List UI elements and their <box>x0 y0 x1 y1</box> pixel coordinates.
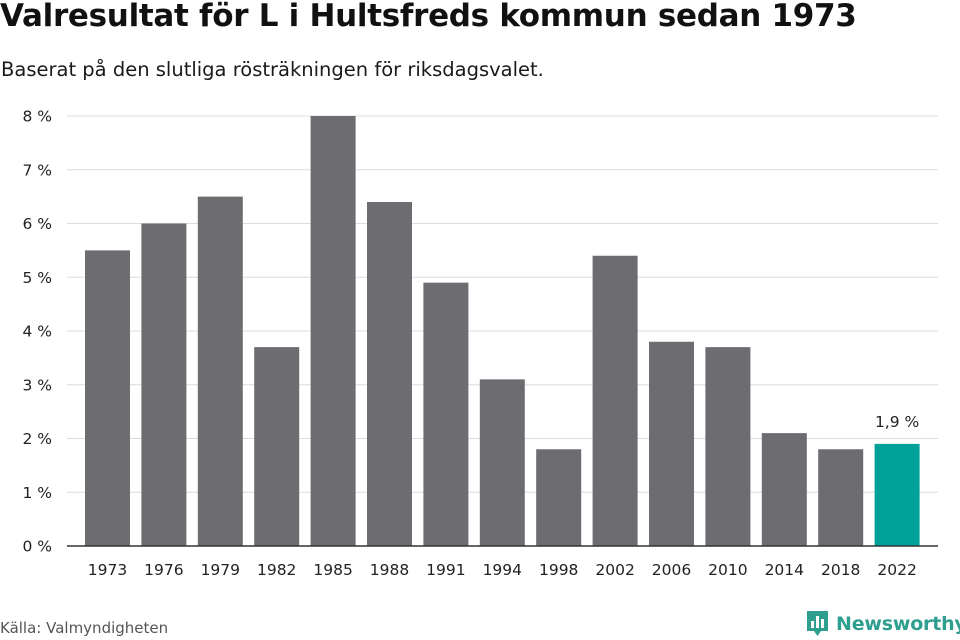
bar-1988 <box>367 202 412 546</box>
x-tick-label: 1994 <box>483 561 522 579</box>
bar-1982 <box>254 347 300 546</box>
chart-title: Valresultat för L i Hultsfreds kommun se… <box>0 0 857 34</box>
y-tick-label: 7 % <box>22 161 52 179</box>
y-tick-label: 2 % <box>22 430 52 448</box>
chart-subtitle: Baserat på den slutliga rösträkningen fö… <box>1 58 544 81</box>
x-tick-label: 1998 <box>539 561 578 579</box>
y-tick-label: 4 % <box>22 323 52 341</box>
bar-1973 <box>85 250 130 546</box>
bar-2018 <box>818 449 864 546</box>
bar-1994 <box>479 379 525 546</box>
bar-1991 <box>423 282 469 546</box>
x-tick-label: 2006 <box>652 561 691 579</box>
x-tick-label: 2014 <box>765 561 804 579</box>
data-label: 1,9 % <box>875 413 919 431</box>
y-tick-label: 3 % <box>22 376 52 394</box>
x-tick-label: 2018 <box>821 561 860 579</box>
y-axis-ticks: 0 % 1 % 2 % 3 % 4 % 5 % 6 % 7 % 8 % <box>22 108 52 556</box>
y-tick-label: 0 % <box>22 538 52 556</box>
source-note: Källa: Valmyndigheten <box>0 619 169 637</box>
y-tick-label: 5 % <box>22 269 52 287</box>
bar-1976 <box>141 223 187 546</box>
x-tick-label: 2010 <box>708 561 747 579</box>
bar-2002 <box>592 255 638 546</box>
bar-chart: 0 % 1 % 2 % 3 % 4 % 5 % 6 % 7 % 8 % 1973 1976 1979… <box>22 108 938 579</box>
bar-2006 <box>649 341 694 546</box>
x-axis-ticks: 1973 1976 1979 1982 1985 1988 1991 1994 1998 2002… <box>88 561 917 579</box>
data-labels: 1,9 % <box>875 413 919 431</box>
x-tick-label: 1982 <box>257 561 296 579</box>
x-tick-label: 1985 <box>313 561 352 579</box>
x-tick-label: 1976 <box>144 561 183 579</box>
x-tick-label: 2002 <box>595 561 634 579</box>
bar-1998 <box>536 449 582 546</box>
y-tick-label: 6 % <box>22 215 52 233</box>
x-tick-label: 1973 <box>88 561 127 579</box>
y-tick-label: 8 % <box>22 108 52 126</box>
x-tick-label: 2022 <box>877 561 916 579</box>
brand-logo[interactable]: Newsworthy <box>805 609 960 638</box>
bar-2022 <box>874 443 920 546</box>
bar-1985 <box>310 116 356 546</box>
y-tick-label: 1 % <box>22 484 52 502</box>
x-tick-label: 1991 <box>426 561 465 579</box>
x-tick-label: 1979 <box>201 561 240 579</box>
bar-2010 <box>705 347 751 546</box>
brand-name: Newsworthy <box>836 612 960 635</box>
bar-2014 <box>761 433 807 546</box>
x-tick-label: 1988 <box>370 561 409 579</box>
newsworthy-bar-logo-icon <box>807 611 828 636</box>
bars <box>85 116 920 546</box>
bar-1979 <box>197 196 243 546</box>
